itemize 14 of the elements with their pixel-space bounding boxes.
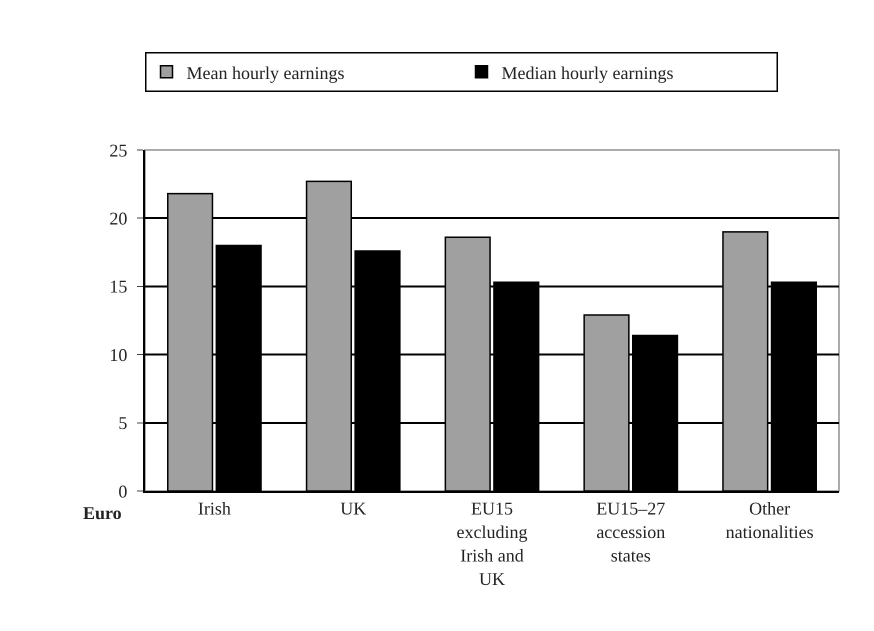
- x-tick-label: UK: [340, 498, 366, 519]
- y-axis-title: Euro: [83, 503, 122, 523]
- legend-label: Mean hourly earnings: [186, 62, 344, 83]
- legend-label: Median hourly earnings: [502, 62, 674, 83]
- y-tick-label: 10: [109, 344, 128, 365]
- y-tick-label: 15: [109, 276, 128, 297]
- y-tick-label: 20: [109, 208, 128, 228]
- x-tick-label: EU15–27 accession states: [596, 498, 666, 566]
- x-tick-label: Irish: [198, 498, 231, 519]
- y-tick-label: 5: [118, 413, 128, 434]
- x-tick-label: EU15 excluding Irish and UK: [456, 498, 528, 589]
- x-tick-label: Other nationalities: [726, 498, 814, 542]
- y-tick-label: 25: [109, 140, 128, 160]
- y-tick-label: 0: [118, 481, 128, 502]
